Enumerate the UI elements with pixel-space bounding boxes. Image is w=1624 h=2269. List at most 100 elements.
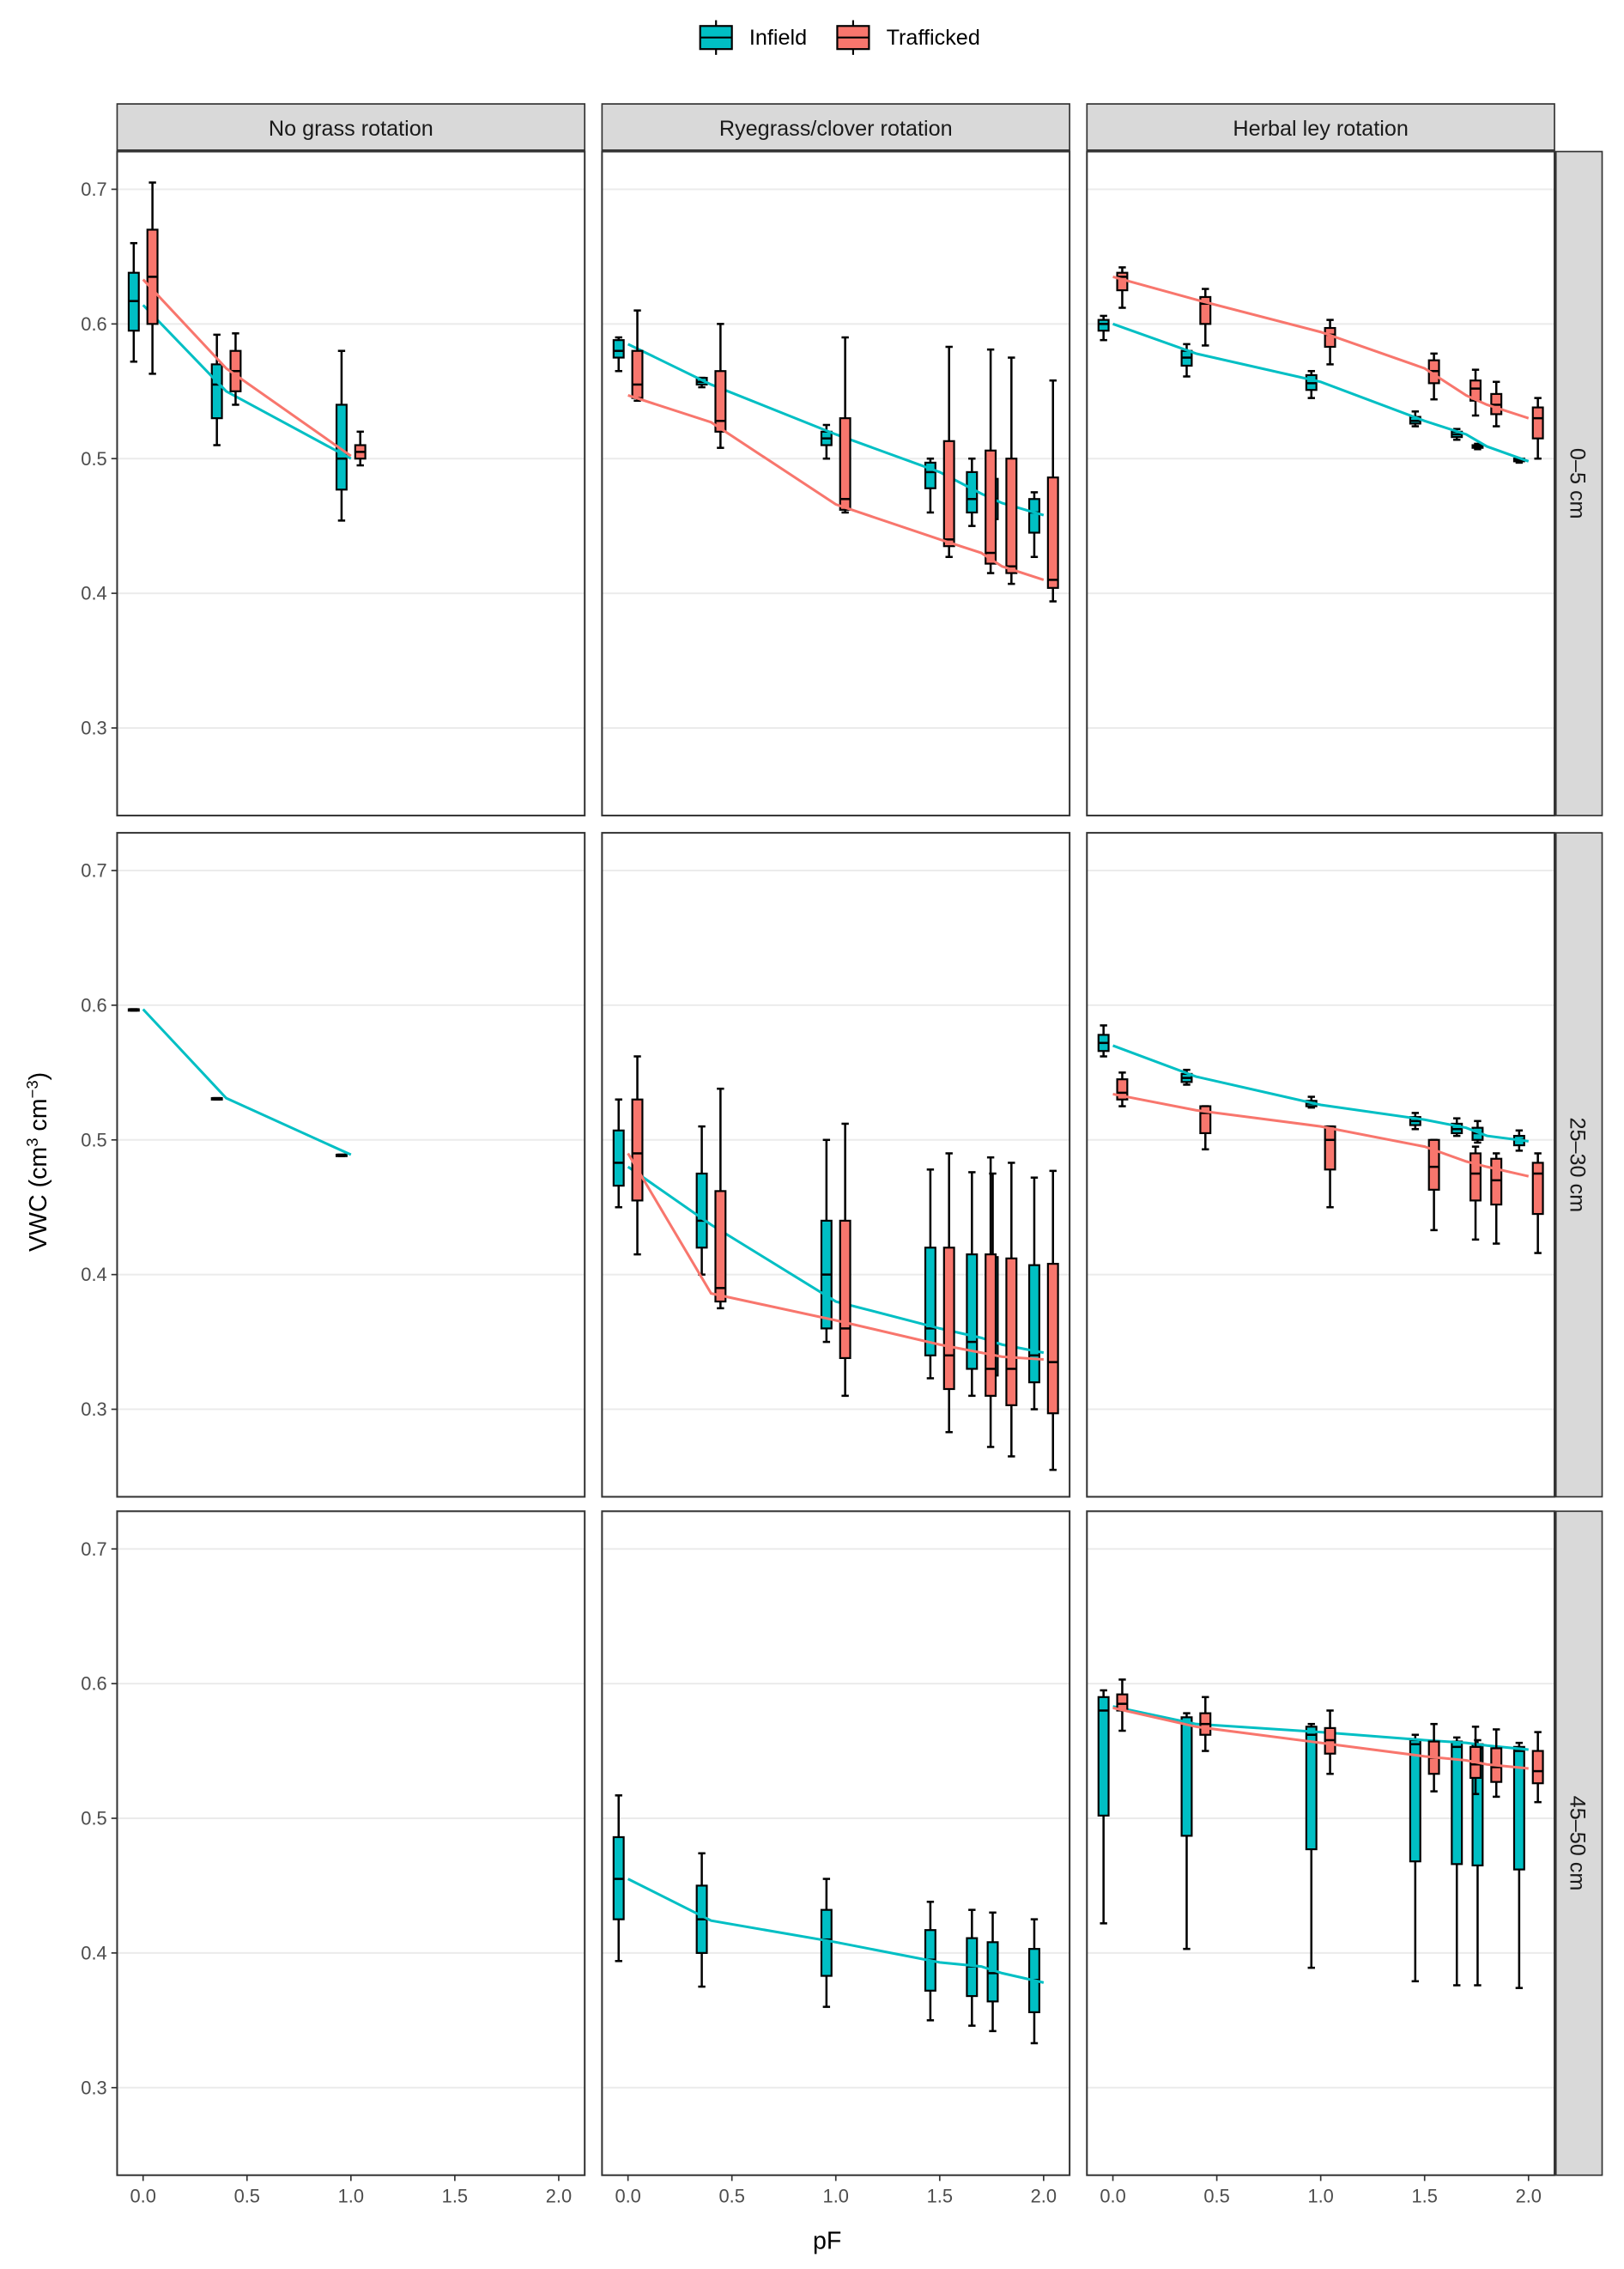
box-infield (1097, 1696, 1110, 1817)
y-tick-label: 0.7 (81, 860, 106, 882)
box-infield (612, 1129, 625, 1187)
panel-border (1086, 832, 1556, 1498)
y-tick-label: 0.7 (81, 179, 106, 200)
panel: 0.0 0.5 1.0 1.5 2.0 (601, 1510, 1071, 2207)
row-strip-label: 45–50 cm (1566, 1796, 1590, 1891)
x-tick-label: 1.5 (442, 2186, 468, 2207)
box-trafficked (631, 1098, 644, 1202)
mean-line-trafficked (142, 278, 352, 458)
column-strip (1086, 103, 1555, 151)
box-trafficked (1199, 295, 1212, 325)
box-trafficked (1531, 1750, 1544, 1785)
box-infield (924, 461, 936, 489)
box-trafficked (714, 1190, 727, 1303)
mean-line-trafficked (627, 1152, 1044, 1362)
y-tick-label: 0.6 (81, 313, 106, 335)
x-tick-label: 0.0 (130, 2186, 156, 2207)
panel: 0.3 0.4 0.5 0.6 0.7 (81, 832, 586, 1498)
mean-line-infield (1112, 1705, 1529, 1751)
x-tick-label: 0.5 (1203, 2186, 1229, 2207)
panel-border (116, 832, 586, 1498)
box-trafficked (1531, 1162, 1544, 1216)
box-infield (1512, 1745, 1525, 1871)
y-tick-label: 0.4 (81, 583, 106, 604)
box-trafficked (1116, 1078, 1129, 1101)
box-infield (695, 1172, 708, 1249)
x-tick-label: 0.5 (719, 2186, 745, 2207)
box-infield (210, 363, 223, 420)
box-trafficked (985, 1253, 997, 1397)
legend-label-infield: Infield (749, 26, 807, 50)
mean-line-trafficked (1112, 275, 1530, 420)
mean-line-infield (1112, 322, 1530, 463)
x-axis-label: pF (813, 2227, 841, 2254)
y-tick-label: 0.3 (81, 718, 106, 739)
x-tick-label: 1.0 (1307, 2186, 1333, 2207)
box-infield (1027, 498, 1040, 534)
legend-key-infield (699, 20, 733, 55)
panel (601, 832, 1071, 1498)
panel-background (1087, 1511, 1555, 2175)
panel-background (117, 1511, 585, 2175)
box-trafficked (985, 449, 997, 565)
mean-line-infield (627, 1878, 1045, 1984)
panel (601, 150, 1071, 816)
mean-line-infield (142, 1008, 352, 1156)
box-trafficked (1427, 1138, 1440, 1191)
x-tick-label: 2.0 (1516, 2186, 1542, 2207)
panel-background (117, 151, 585, 816)
row-strip-label: 0–5 cm (1566, 448, 1590, 519)
panel: 0.0 0.5 1.0 1.5 2.0 (1086, 1510, 1556, 2207)
y-tick-label: 0.3 (81, 2077, 106, 2098)
legend-label-trafficked: Trafficked (887, 26, 980, 50)
box-trafficked (1531, 406, 1544, 440)
panel-background (602, 1511, 1070, 2175)
box-trafficked (1005, 458, 1018, 574)
y-axis-label: VWC (cm3 cm−3) (23, 1072, 52, 1252)
box-infield (1027, 1264, 1040, 1384)
box-trafficked (1324, 1125, 1336, 1171)
mean-line-trafficked (1112, 1706, 1529, 1770)
panel-background (602, 151, 1070, 816)
panel-background (1087, 833, 1555, 1497)
y-tick-label: 0.4 (81, 1942, 106, 1963)
column-strip-label: Herbal ley rotation (1233, 117, 1409, 141)
y-tick-label: 0.6 (81, 1673, 106, 1695)
mean-line-infield (627, 343, 1045, 517)
box-trafficked (1469, 1152, 1482, 1202)
panel: 0.3 0.4 0.5 0.6 0.7 (81, 150, 586, 816)
column-strip-label: No grass rotation (269, 117, 433, 141)
box-infield (966, 470, 979, 514)
box-trafficked (1005, 1257, 1018, 1406)
legend-key-trafficked (836, 20, 870, 55)
panel: 0.3 0.4 0.5 0.6 0.7 0.0 0.5 1.0 1.5 2.0 (81, 1510, 586, 2207)
box-trafficked (714, 370, 727, 433)
box-trafficked (1490, 1157, 1503, 1206)
panel-border (116, 150, 586, 816)
x-tick-label: 1.0 (338, 2186, 364, 2207)
mean-line-trafficked (1112, 1092, 1530, 1178)
legend: Infield Trafficked (699, 20, 980, 55)
mean-line-infield (142, 304, 352, 460)
column-strip-label: Ryegrass/clover rotation (719, 117, 953, 141)
box-infield (820, 1908, 833, 1977)
x-tick-label: 2.0 (546, 2186, 572, 2207)
mean-line-infield (627, 1165, 1045, 1355)
y-tick-label: 0.5 (81, 1808, 106, 1829)
box-trafficked (839, 417, 851, 511)
box-infield (1097, 319, 1110, 332)
y-tick-label: 0.3 (81, 1398, 106, 1420)
box-trafficked (1199, 1105, 1212, 1135)
panel (1086, 832, 1556, 1498)
box-infield (1409, 1738, 1421, 1863)
row-strip-label: 25–30 cm (1566, 1117, 1590, 1212)
box-infield (924, 1247, 936, 1356)
panel-border (601, 150, 1071, 816)
panel-background (117, 833, 585, 1497)
panel-border (1086, 150, 1556, 816)
mean-line-trafficked (627, 394, 1045, 581)
x-tick-label: 0.0 (1100, 2186, 1125, 2207)
row-strip (1554, 150, 1603, 816)
box-trafficked (942, 440, 955, 548)
